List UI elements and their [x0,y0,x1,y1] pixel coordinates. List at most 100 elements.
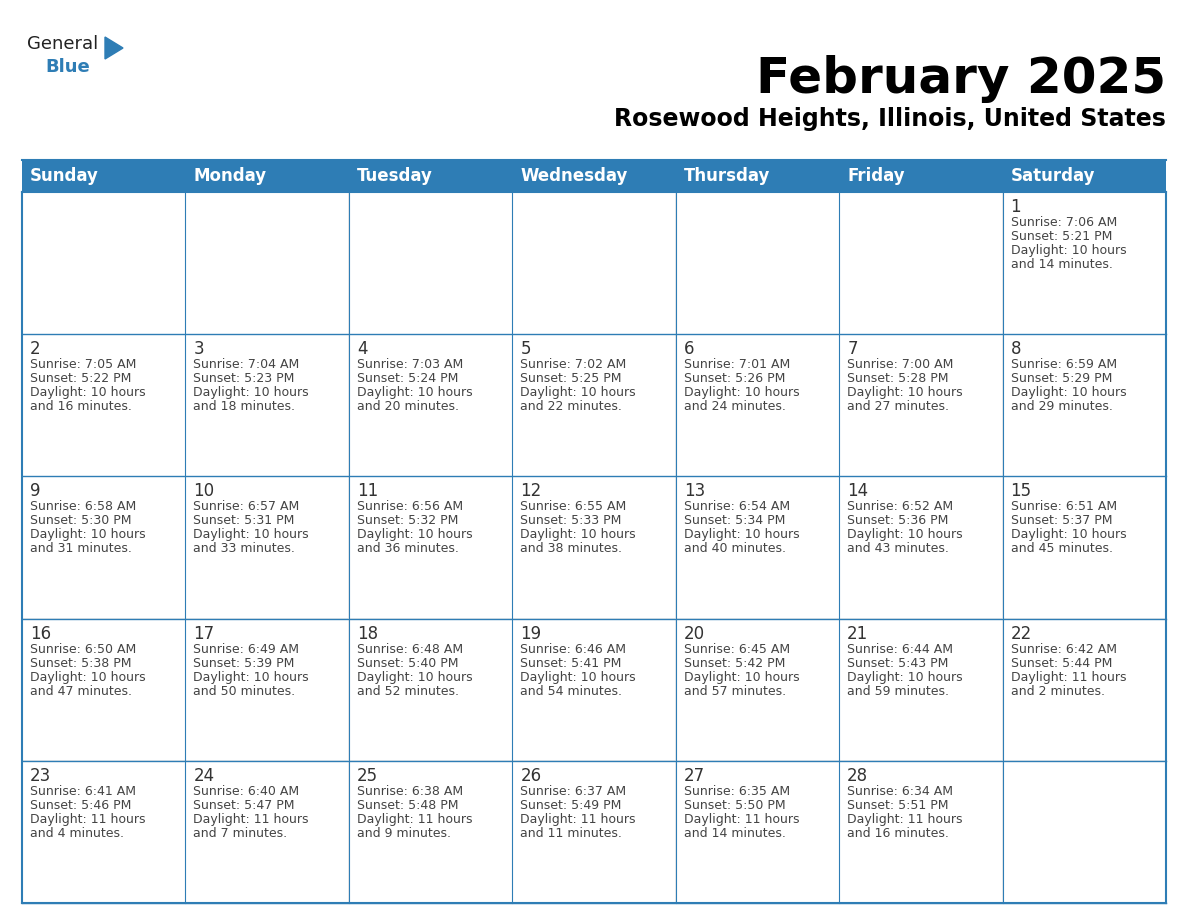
Bar [1003,761,1165,902]
Text: Daylight: 10 hours: Daylight: 10 hours [684,529,800,542]
Text: Sunrise: 7:00 AM: Sunrise: 7:00 AM [847,358,954,371]
Text: Sunset: 5:42 PM: Sunset: 5:42 PM [684,656,785,669]
Text: and 18 minutes.: and 18 minutes. [194,400,296,413]
Bar [839,192,1003,334]
Text: Sunrise: 6:38 AM: Sunrise: 6:38 AM [356,785,463,798]
Text: Sunset: 5:34 PM: Sunset: 5:34 PM [684,514,785,528]
Bar [676,761,839,903]
Text: and 27 minutes.: and 27 minutes. [847,400,949,413]
Text: Daylight: 11 hours: Daylight: 11 hours [684,812,800,826]
Polygon shape [105,37,124,59]
Text: Daylight: 10 hours: Daylight: 10 hours [684,386,800,399]
Text: and 38 minutes.: and 38 minutes. [520,543,623,555]
Text: 16: 16 [30,624,51,643]
Bar [187,193,348,334]
Text: and 31 minutes.: and 31 minutes. [30,543,132,555]
Bar [676,334,839,476]
Text: Daylight: 10 hours: Daylight: 10 hours [520,386,636,399]
Bar [676,160,839,192]
Text: Daylight: 10 hours: Daylight: 10 hours [30,671,146,684]
Bar [1003,476,1165,619]
Bar [512,192,676,334]
Bar [840,476,1001,618]
Text: and 9 minutes.: and 9 minutes. [356,827,451,840]
Bar [187,619,348,760]
Text: and 11 minutes.: and 11 minutes. [520,827,623,840]
Text: Saturday: Saturday [1011,167,1095,185]
Bar [187,761,348,902]
Text: and 54 minutes.: and 54 minutes. [520,685,623,698]
Text: Sunday: Sunday [30,167,99,185]
Text: Monday: Monday [194,167,266,185]
Bar [1003,476,1165,618]
Text: 9: 9 [30,482,40,500]
Bar [513,761,675,902]
Text: 4: 4 [356,341,367,358]
Text: and 16 minutes.: and 16 minutes. [30,400,132,413]
Text: Sunset: 5:50 PM: Sunset: 5:50 PM [684,799,785,812]
Bar [23,476,185,619]
Bar [185,476,349,619]
Text: Sunset: 5:31 PM: Sunset: 5:31 PM [194,514,295,528]
Bar [349,619,512,760]
Bar [23,619,185,761]
Text: Sunrise: 7:03 AM: Sunrise: 7:03 AM [356,358,463,371]
Text: and 50 minutes.: and 50 minutes. [194,685,296,698]
Text: Sunset: 5:49 PM: Sunset: 5:49 PM [520,799,621,812]
Text: Daylight: 10 hours: Daylight: 10 hours [847,529,962,542]
Text: Sunset: 5:26 PM: Sunset: 5:26 PM [684,372,785,386]
Bar [23,335,185,476]
Bar [513,335,675,476]
Text: 13: 13 [684,482,704,500]
Text: 12: 12 [520,482,542,500]
Text: Sunrise: 6:34 AM: Sunrise: 6:34 AM [847,785,953,798]
Text: 7: 7 [847,341,858,358]
Text: General: General [27,35,99,53]
Bar [512,160,676,192]
Bar [1003,619,1165,760]
Text: Sunrise: 6:58 AM: Sunrise: 6:58 AM [30,500,137,513]
Text: Daylight: 10 hours: Daylight: 10 hours [520,671,636,684]
Bar [1003,160,1165,192]
Text: Sunset: 5:23 PM: Sunset: 5:23 PM [194,372,295,386]
Text: and 24 minutes.: and 24 minutes. [684,400,785,413]
Text: Sunrise: 7:06 AM: Sunrise: 7:06 AM [1011,216,1117,229]
Bar [349,192,512,334]
Text: 5: 5 [520,341,531,358]
Text: and 40 minutes.: and 40 minutes. [684,543,785,555]
Text: Sunrise: 6:54 AM: Sunrise: 6:54 AM [684,500,790,513]
Text: and 4 minutes.: and 4 minutes. [30,827,124,840]
Text: Daylight: 10 hours: Daylight: 10 hours [30,386,146,399]
Bar [512,619,676,761]
Bar [839,761,1003,903]
Bar [1003,192,1165,334]
Text: and 47 minutes.: and 47 minutes. [30,685,132,698]
Text: Sunset: 5:48 PM: Sunset: 5:48 PM [356,799,459,812]
Bar [1003,193,1165,334]
Text: and 2 minutes.: and 2 minutes. [1011,685,1105,698]
Text: Sunset: 5:41 PM: Sunset: 5:41 PM [520,656,621,669]
Bar [23,160,185,192]
Text: Sunset: 5:25 PM: Sunset: 5:25 PM [520,372,621,386]
Text: Sunrise: 6:42 AM: Sunrise: 6:42 AM [1011,643,1117,655]
Text: 26: 26 [520,767,542,785]
Text: Daylight: 10 hours: Daylight: 10 hours [356,529,473,542]
Text: Sunset: 5:24 PM: Sunset: 5:24 PM [356,372,459,386]
Bar [185,619,349,761]
Text: Daylight: 10 hours: Daylight: 10 hours [1011,386,1126,399]
Text: 25: 25 [356,767,378,785]
Text: Daylight: 10 hours: Daylight: 10 hours [847,671,962,684]
Bar [676,761,839,902]
Text: Blue: Blue [45,58,90,76]
Text: Sunrise: 7:05 AM: Sunrise: 7:05 AM [30,358,137,371]
Text: 10: 10 [194,482,215,500]
Text: 28: 28 [847,767,868,785]
Bar [676,619,839,761]
Bar [349,476,512,619]
Text: Sunset: 5:47 PM: Sunset: 5:47 PM [194,799,295,812]
Bar [840,619,1001,760]
Bar [512,761,676,903]
Bar [23,334,185,476]
Text: and 14 minutes.: and 14 minutes. [684,827,785,840]
Bar [840,335,1001,476]
